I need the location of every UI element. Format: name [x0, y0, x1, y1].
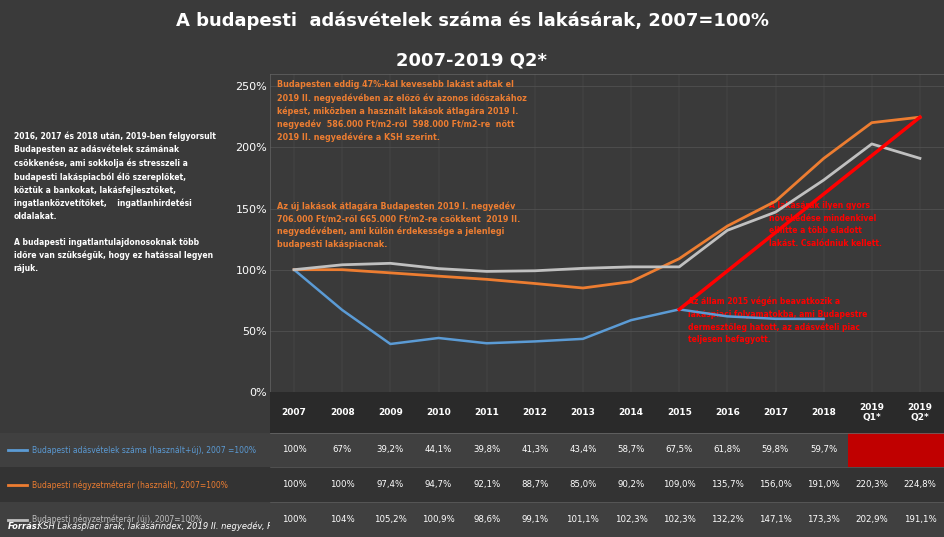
Text: KSH Lakáspiaci árak, lakásárindex, 2019 II. negyedév, Frissítve: 2019. október 2: KSH Lakáspiaci árak, lakásárindex, 2019 …	[35, 522, 383, 531]
Text: 88,7%: 88,7%	[521, 480, 548, 489]
Text: 39,2%: 39,2%	[377, 445, 404, 454]
Text: 132,2%: 132,2%	[711, 515, 744, 524]
Text: 101,1%: 101,1%	[566, 515, 599, 524]
Text: Budapesten eddig 47%-kal kevesebb lakást adtak el
2019 II. negyedévében az előző: Budapesten eddig 47%-kal kevesebb lakást…	[277, 81, 527, 142]
Text: Budapesti adásvételek száma (használt+új), 2007 =100%: Budapesti adásvételek száma (használt+új…	[32, 445, 257, 455]
Bar	[270, 392, 944, 432]
Text: 135,7%: 135,7%	[711, 480, 744, 489]
Text: Az állam 2015 végén beavatkozik a
lakáspiaci folyamatokba, ami Budapestre
dermes: Az állam 2015 végén beavatkozik a lakásp…	[688, 296, 868, 344]
Text: 2019
Q2*: 2019 Q2*	[907, 403, 933, 422]
Text: 97,4%: 97,4%	[377, 480, 404, 489]
Text: 44,1%: 44,1%	[425, 445, 452, 454]
Text: 2009: 2009	[378, 408, 403, 417]
Text: Forrás:: Forrás:	[8, 522, 42, 531]
Bar	[270, 432, 944, 467]
Text: 90,2%: 90,2%	[617, 480, 645, 489]
Text: 92,1%: 92,1%	[473, 480, 500, 489]
Text: 98,6%: 98,6%	[473, 515, 500, 524]
Text: 191,1%: 191,1%	[903, 515, 936, 524]
Text: 109,0%: 109,0%	[663, 480, 696, 489]
Text: 67%: 67%	[332, 445, 352, 454]
Text: 191,0%: 191,0%	[807, 480, 840, 489]
Text: 2016, 2017 és 2018 után, 2019-ben felgyorsult
Budapesten az adásvételek számának: 2016, 2017 és 2018 után, 2019-ben felgyo…	[13, 132, 215, 273]
Text: 85,0%: 85,0%	[569, 480, 597, 489]
Text: 2018: 2018	[811, 408, 836, 417]
Text: 43,4%: 43,4%	[569, 445, 597, 454]
Text: 2016: 2016	[715, 408, 740, 417]
Text: 2007-2019 Q2*: 2007-2019 Q2*	[396, 52, 548, 70]
Text: Budapesti négyzetméterár (használt), 2007=100%: Budapesti négyzetméterár (használt), 200…	[32, 480, 228, 490]
Text: Az új lakások átlagára Budapesten 2019 I. negyedév
706.000 Ft/m2-ről 665.000 Ft/: Az új lakások átlagára Budapesten 2019 I…	[277, 201, 520, 249]
Text: 100%: 100%	[281, 445, 307, 454]
Bar	[270, 467, 944, 502]
Bar	[0, 432, 270, 467]
Text: 100,9%: 100,9%	[422, 515, 455, 524]
Text: 104%: 104%	[329, 515, 355, 524]
Bar	[0, 467, 270, 502]
Text: 2014: 2014	[618, 408, 644, 417]
Text: 100%: 100%	[329, 480, 355, 489]
Bar	[848, 432, 896, 467]
Text: 156,0%: 156,0%	[759, 480, 792, 489]
Text: 59,8%: 59,8%	[762, 445, 789, 454]
Text: 2013: 2013	[570, 408, 596, 417]
Bar	[896, 432, 944, 467]
Text: A budapesti  adásvételek száma és lakásárak, 2007=100%: A budapesti adásvételek száma és lakásár…	[176, 11, 768, 30]
Text: 2015: 2015	[666, 408, 692, 417]
Text: 147,1%: 147,1%	[759, 515, 792, 524]
Text: 173,3%: 173,3%	[807, 515, 840, 524]
Text: 224,8%: 224,8%	[903, 480, 936, 489]
Text: 2010: 2010	[426, 408, 451, 417]
Text: 39,8%: 39,8%	[473, 445, 500, 454]
Text: 2011: 2011	[474, 408, 499, 417]
Text: 220,3%: 220,3%	[855, 480, 888, 489]
Text: 105,2%: 105,2%	[374, 515, 407, 524]
Text: 2019
Q1*: 2019 Q1*	[859, 403, 885, 422]
Text: 202,9%: 202,9%	[855, 515, 888, 524]
Text: 94,7%: 94,7%	[425, 480, 452, 489]
Text: 2007: 2007	[281, 408, 307, 417]
Text: 58,7%: 58,7%	[617, 445, 645, 454]
Text: 102,3%: 102,3%	[663, 515, 696, 524]
Text: 41,3%: 41,3%	[521, 445, 548, 454]
Text: 102,3%: 102,3%	[615, 515, 648, 524]
Text: 100%: 100%	[281, 515, 307, 524]
Bar	[270, 502, 944, 537]
Text: 2008: 2008	[329, 408, 355, 417]
Text: Budapesti négyzetméterár (új), 2007=100%: Budapesti négyzetméterár (új), 2007=100%	[32, 515, 203, 524]
Text: 59,7%: 59,7%	[810, 445, 837, 454]
Text: 61,8%: 61,8%	[714, 445, 741, 454]
Text: 100%: 100%	[281, 480, 307, 489]
Text: 2017: 2017	[763, 408, 788, 417]
Text: 99,1%: 99,1%	[521, 515, 548, 524]
Text: 67,5%: 67,5%	[666, 445, 693, 454]
Text: A lakásárak ilyen gyors
növekedése mindenkivel
elhitte a több eladott
lakást. Cs: A lakásárak ilyen gyors növekedése minde…	[768, 201, 882, 248]
Text: 2012: 2012	[522, 408, 548, 417]
Bar	[0, 502, 270, 537]
